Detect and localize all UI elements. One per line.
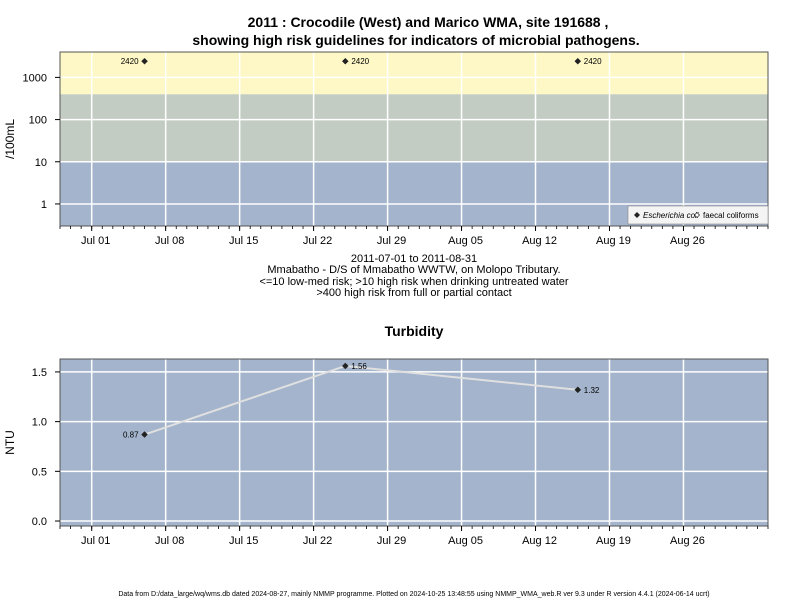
bottom-chart-title: Turbidity bbox=[385, 323, 444, 339]
x-tick-label-6: Aug 12 bbox=[522, 235, 557, 247]
x-tick-label-8: Aug 26 bbox=[670, 235, 705, 247]
x-tick-label-4: Jul 29 bbox=[377, 235, 406, 247]
data-point-0-0 bbox=[141, 431, 148, 438]
data-label-0-0: 2420 bbox=[121, 57, 139, 66]
y-tick-label-1: 10 bbox=[35, 157, 47, 169]
legend-label-0: Escherichia coli bbox=[643, 211, 699, 220]
y-axis-label: NTU bbox=[3, 430, 17, 455]
legend-marker-1 bbox=[694, 212, 700, 218]
plot-frame bbox=[59, 358, 769, 527]
x-tick-label-3: Jul 22 bbox=[303, 235, 332, 247]
data-point-0-1 bbox=[341, 362, 349, 370]
y-tick-label-1: 0.5 bbox=[32, 466, 47, 478]
x-tick-label-7: Aug 19 bbox=[596, 235, 631, 247]
legend: Escherichia coli faecal coliforms bbox=[627, 205, 769, 225]
x-tick-label-1: Jul 08 bbox=[155, 535, 184, 547]
x-tick-label-0: Jul 01 bbox=[81, 235, 110, 247]
data-label-0-1: 1.56 bbox=[351, 362, 367, 371]
data-label-0-1: 2420 bbox=[351, 57, 369, 66]
x-tick-label-7: Aug 19 bbox=[596, 535, 631, 547]
y-tick-label-3: 1.5 bbox=[32, 367, 47, 379]
x-tick-label-0: Jul 01 bbox=[81, 535, 110, 547]
plot-frame bbox=[59, 51, 769, 227]
caption-line-3: <=10 low-med risk; >10 high risk when dr… bbox=[259, 276, 568, 288]
y-tick-label-3: 1000 bbox=[23, 72, 47, 84]
footer-note: Data from D:/data_large/wq/wms.db dated … bbox=[118, 591, 709, 598]
data-point-0-2 bbox=[574, 57, 582, 65]
data-point-0-2 bbox=[574, 386, 582, 394]
top-chart-title-line2: showing high risk guidelines for indicat… bbox=[192, 32, 639, 48]
data-label-0-2: 2420 bbox=[584, 57, 602, 66]
x-tick-label-2: Jul 15 bbox=[229, 235, 258, 247]
x-tick-label-6: Aug 12 bbox=[522, 535, 557, 547]
y-tick-label-2: 100 bbox=[29, 115, 47, 127]
y-tick-label-0: 0.0 bbox=[32, 516, 47, 528]
risk-band-1 bbox=[60, 94, 768, 162]
y-tick-label-2: 1.0 bbox=[32, 417, 47, 429]
x-tick-label-5: Aug 05 bbox=[448, 235, 483, 247]
y-axis-label: /100mL bbox=[3, 119, 17, 159]
y-tick-label-0: 1 bbox=[41, 199, 47, 211]
x-tick-label-8: Aug 26 bbox=[670, 535, 705, 547]
x-tick-label-1: Jul 08 bbox=[155, 235, 184, 247]
data-point-0-1 bbox=[341, 57, 349, 65]
x-tick-label-3: Jul 22 bbox=[303, 535, 332, 547]
risk-band-2 bbox=[60, 52, 768, 95]
top-chart-title-line1: 2011 : Crocodile (West) and Marico WMA, … bbox=[248, 14, 609, 30]
top-chart: Jul 01 Jul 08 Jul 15 Jul 22 Jul 29 Aug 05 Aug … bbox=[3, 51, 769, 247]
x-tick-label-2: Jul 15 bbox=[229, 535, 258, 547]
data-label-0-0: 0.87 bbox=[123, 431, 139, 440]
caption-line-1: 2011-07-01 to 2011-08-31 bbox=[351, 253, 477, 265]
plot-background bbox=[60, 359, 768, 526]
data-label-0-2: 1.32 bbox=[584, 386, 600, 395]
legend-label-1: faecal coliforms bbox=[703, 211, 759, 220]
caption-line-2: Mmabatho - D/S of Mmabatho WWTW, on Molo… bbox=[267, 264, 560, 276]
data-point-0-0 bbox=[141, 57, 148, 65]
x-tick-label-5: Aug 05 bbox=[448, 535, 483, 547]
legend-marker-0 bbox=[634, 212, 640, 218]
bottom-chart: Jul 01 Jul 08 Jul 15 Jul 22 Jul 29 Aug 05 Aug … bbox=[3, 358, 769, 547]
caption-line-4: >400 high risk from full or partial cont… bbox=[316, 287, 511, 299]
x-tick-label-4: Jul 29 bbox=[377, 535, 406, 547]
